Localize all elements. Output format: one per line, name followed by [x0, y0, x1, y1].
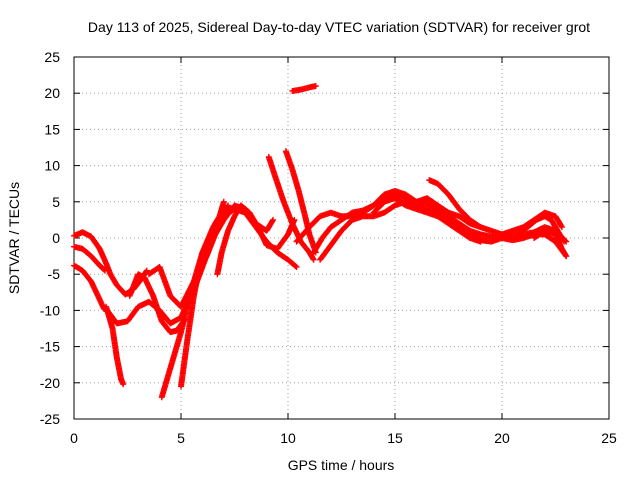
data-point	[558, 224, 565, 231]
y-axis: -25 -20 -15 -10 -5 0 5 10 15 20 25	[40, 49, 609, 427]
data-point	[563, 253, 570, 260]
series-track-21	[531, 227, 570, 260]
x-tick-label: 0	[70, 430, 78, 446]
data-point	[312, 82, 319, 89]
x-tick-label: 20	[494, 430, 510, 446]
x-axis-label: GPS time / hours	[288, 457, 395, 473]
series-track-11	[188, 202, 277, 299]
data-point	[225, 202, 232, 209]
data-point	[293, 263, 300, 270]
x-tick-label: 5	[177, 430, 185, 446]
series-track-3	[71, 262, 107, 312]
data-point	[143, 267, 150, 274]
data-point	[220, 198, 227, 205]
series-track-14	[289, 82, 319, 95]
x-tick-label: 25	[601, 430, 617, 446]
data-point	[476, 223, 483, 230]
series-track-20	[516, 213, 568, 245]
chart-title: Day 113 of 2025, Sidereal Day-to-day VTE…	[88, 19, 590, 35]
x-axis: 0 5 10 15 20 25	[70, 57, 617, 446]
y-tick-label: -5	[48, 266, 61, 282]
series-track-19	[426, 177, 484, 231]
y-tick-label: 25	[44, 49, 60, 65]
data-point	[292, 263, 299, 270]
data-point	[310, 256, 317, 263]
data-point	[561, 238, 568, 245]
data-point	[477, 224, 484, 231]
y-tick-label: -10	[40, 302, 60, 318]
y-tick-label: 0	[52, 230, 60, 246]
y-tick-label: -20	[40, 375, 60, 391]
series-track-2	[71, 229, 150, 298]
series-track-18	[370, 195, 484, 245]
y-tick-label: 15	[44, 121, 60, 137]
data-point	[477, 238, 484, 245]
y-axis-label: SDTVAR / TECUs	[6, 182, 22, 294]
series-track-1	[71, 243, 109, 274]
y-tick-label: 5	[52, 194, 60, 210]
y-tick-label: 10	[44, 158, 60, 174]
y-tick-label: -25	[40, 411, 60, 427]
x-tick-label: 10	[280, 430, 296, 446]
y-tick-label: 20	[44, 85, 60, 101]
data-series	[71, 82, 570, 401]
y-tick-label: -15	[40, 339, 60, 355]
x-tick-label: 15	[387, 430, 403, 446]
data-point	[120, 381, 127, 388]
data-point	[270, 216, 277, 223]
series-track-17	[317, 198, 570, 263]
